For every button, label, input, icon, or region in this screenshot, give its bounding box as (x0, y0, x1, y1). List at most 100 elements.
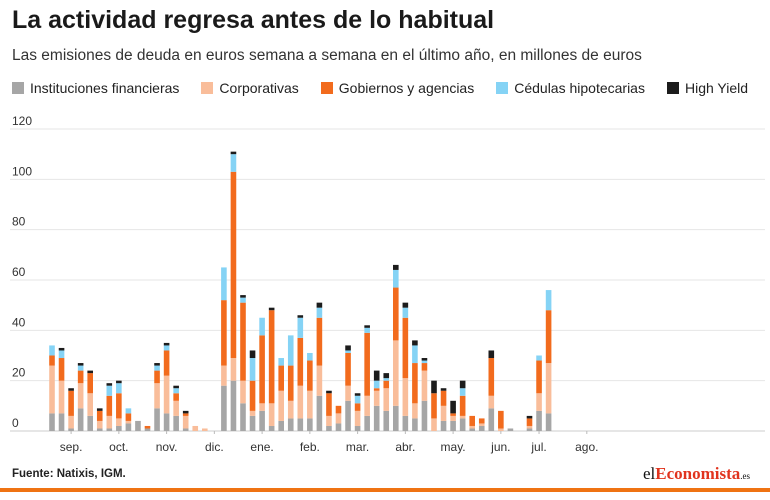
bar-segment (354, 393, 361, 396)
bar-segment (335, 405, 342, 414)
x-tick-label: mar. (346, 440, 369, 454)
bar-segment (163, 413, 170, 431)
bar-segment (536, 410, 542, 431)
bar-segment (488, 395, 495, 409)
bar-segment (373, 390, 380, 406)
x-tick-label: ago. (575, 440, 598, 454)
bar-segment (364, 332, 370, 396)
bar-segment (68, 415, 74, 429)
bar-segment (412, 418, 418, 431)
bar-segment (125, 423, 132, 431)
bar-segment (87, 393, 93, 416)
bar-segment (478, 425, 485, 431)
bar-segment (49, 345, 55, 356)
chart-legend: Instituciones financieras Corporativas G… (12, 80, 748, 96)
bar-segment (421, 358, 428, 361)
bar-segment (278, 358, 284, 366)
x-tick-label: feb. (300, 440, 320, 454)
bar-segment (459, 395, 466, 416)
brand-accent: Economista (655, 464, 741, 483)
bar-segment (268, 310, 275, 404)
bar-segment (96, 408, 103, 411)
bar-segment (402, 317, 409, 379)
bar-segment (58, 413, 65, 431)
bar-segment (202, 428, 208, 431)
bar-segment (106, 385, 113, 396)
bar-segment (221, 365, 227, 386)
bar-segment (393, 405, 399, 431)
bar-segment (545, 310, 552, 364)
bar-segment (87, 370, 93, 374)
bottom-accent-bar (0, 488, 770, 492)
bar-segment (393, 340, 399, 406)
bar-segment (326, 415, 332, 426)
legend-item-gobiernos: Gobiernos y agencias (320, 80, 474, 96)
x-tick-label: dic. (205, 440, 224, 454)
bar-segment (316, 307, 323, 318)
bar-segment (278, 420, 284, 431)
bar-segment (297, 317, 304, 338)
bar-segment (440, 420, 447, 431)
bar-segment (488, 408, 495, 431)
bar-segment (536, 355, 542, 361)
bar-segment (116, 393, 122, 419)
bar-segment (412, 340, 418, 346)
bar-segment (545, 290, 552, 311)
bar-segment (450, 420, 456, 431)
bar-segment (536, 360, 542, 394)
source-note: Fuente: Natixis, IGM. (12, 468, 126, 480)
bar-segment (249, 358, 256, 381)
bar-segment (259, 317, 265, 336)
bar-segment (402, 378, 409, 416)
legend-swatch-corporativas (201, 82, 214, 94)
bar-segment (488, 350, 495, 359)
bar-segment (526, 415, 533, 419)
bar-segment (125, 408, 132, 414)
bar-segment (373, 405, 380, 431)
bar-segment (173, 388, 179, 394)
bar-segment (469, 425, 475, 429)
y-tick-label: 20 (12, 366, 26, 380)
bar-segment (154, 408, 160, 431)
bar-segment (173, 393, 179, 401)
bar-segment (431, 393, 437, 419)
bar-segment (373, 380, 380, 389)
bar-segment (278, 365, 284, 391)
bar-segment (287, 418, 294, 431)
bar-segment (116, 425, 122, 431)
bar-segment (307, 418, 313, 431)
bar-segment (345, 400, 351, 431)
bar-segment (326, 425, 332, 431)
x-tick-label: abr. (395, 440, 415, 454)
bar-segment (421, 370, 428, 401)
bar-segment (240, 403, 246, 431)
bar-segment (230, 358, 237, 381)
bar-segment (526, 428, 533, 431)
bar-segment (249, 410, 256, 416)
chart-title: La actividad regresa antes de lo habitua… (12, 6, 495, 34)
legend-item-corporativas: Corporativas (201, 80, 299, 96)
bar-segment (326, 393, 332, 416)
bar-segment (144, 425, 151, 429)
bar-segment (326, 390, 332, 394)
x-tick-label: ene. (250, 440, 273, 454)
bar-segment (49, 365, 55, 414)
bar-segment (135, 420, 141, 431)
bar-segment (249, 415, 256, 431)
bar-segment (58, 350, 65, 359)
bar-segment (58, 380, 65, 414)
bar-segment (49, 413, 55, 431)
bar-segment (421, 360, 428, 364)
bar-segment (96, 410, 103, 421)
stacked-bar-chart: 0 20 40 60 80 100 120 sep. oct. nov. dic. ene. feb.… (10, 114, 765, 454)
legend-swatch-financieras (12, 82, 24, 94)
bar-segment (259, 410, 265, 431)
bar-segment (163, 342, 170, 346)
bar-segment (163, 345, 170, 351)
bar-segment (297, 418, 304, 431)
bar-segment (58, 358, 65, 381)
bar-segment (259, 335, 265, 404)
bar-segment (268, 403, 275, 426)
bar-segment (173, 415, 179, 431)
bar-segment (240, 297, 246, 303)
